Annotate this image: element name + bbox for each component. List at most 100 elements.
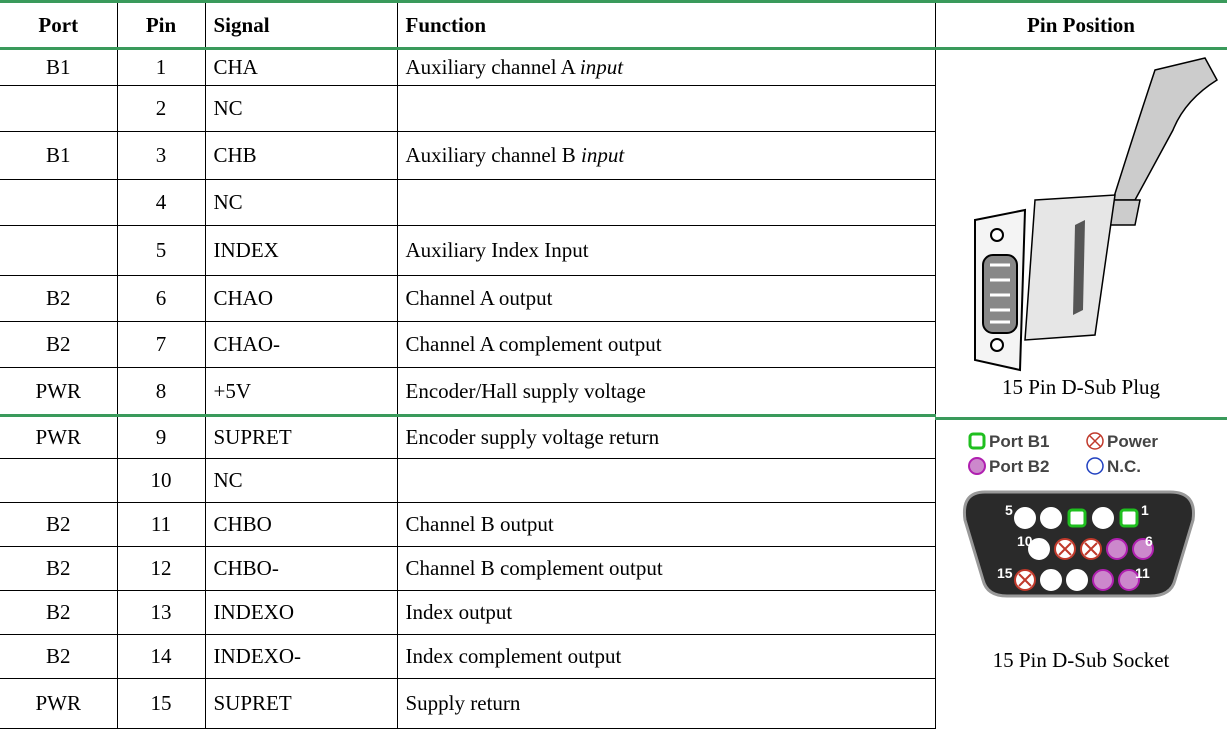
port-cell: B2 [0,275,118,322]
pin-cell: 12 [116,546,206,591]
plug-illustration [974,57,1218,372]
pin-mark [1058,542,1072,556]
signal-cell: INDEXO [204,590,398,635]
pin-cell: 6 [116,275,206,322]
signal-cell: CHB [204,131,398,180]
port-cell: B1 [0,48,118,86]
plug-caption: 15 Pin D-Sub Plug [1001,375,1161,399]
pin-label: 15 [997,565,1013,581]
table-row: 2 NC [0,85,936,132]
table-row: 4 NC [0,179,936,226]
pin-cell: 13 [116,590,206,635]
table-row: PWR 15 SUPRET Supply return [0,678,936,729]
port-cell: PWR [0,367,118,416]
pin [1132,538,1154,560]
signal-cell: INDEXO- [204,634,398,679]
pin [1066,569,1088,591]
function-text: Encoder/Hall supply voltage [405,378,646,403]
pin [1092,569,1114,591]
table-row: B1 3 CHB Auxiliary channel B input [0,131,936,180]
function-cell: Auxiliary channel B input [396,131,936,180]
function-cell: Encoder/Hall supply voltage [396,367,936,416]
legend-label: Power [1107,432,1158,451]
pin [1118,569,1140,591]
pin-cell: 7 [116,321,206,368]
pin-cell: 1 [116,48,206,86]
port-cell [0,179,118,226]
pin [1092,507,1114,529]
table-body: B1 1 CHA Auxiliary channel A input 2 NC B1 3 CHB… [0,48,936,729]
function-cell: Channel B complement output [396,546,936,591]
function-text: Supply return [405,691,521,715]
header-cell: Function [396,0,936,50]
signal-cell: NC [204,458,398,503]
function-cell: Auxiliary Index Input [396,225,936,276]
legend-label: N.C. [1107,457,1141,476]
socket-caption: 15 Pin D-Sub Socket [992,648,1170,672]
port-cell: PWR [0,678,118,729]
pin-mark [1018,573,1032,587]
table-row: B2 14 INDEXO- Index complement output [0,634,936,679]
function-text: Index complement output [405,644,622,668]
pin-label: 11 [1135,565,1150,581]
signal-cell: CHBO [204,502,398,547]
pin-label: 1 [1141,502,1149,518]
pin-label: 6 [1145,533,1153,549]
function-text: Auxiliary Index Input [405,238,589,262]
table-row: PWR 9 SUPRET Encoder supply voltage return [0,414,936,459]
table-row: B2 6 CHAO Channel A output [0,275,936,322]
port-cell: B2 [0,502,118,547]
port-cell: B2 [0,634,118,679]
header-cell: Port [0,0,118,50]
signal-cell: CHAO [204,275,398,322]
function-cell: Channel A complement output [396,321,936,368]
table-row: PWR 8 +5V Encoder/Hall supply voltage [0,367,936,416]
function-text: Auxiliary channel A [405,55,575,79]
function-cell: Auxiliary channel A input [396,48,936,86]
function-cell: Channel B output [396,502,936,547]
port-cell: B2 [0,321,118,368]
pin-cell: 9 [116,414,206,459]
pinout-table: Port Pin Signal Function B1 1 CHA Auxiliary… [0,0,936,729]
function-cell [396,85,936,132]
pin-cell: 4 [116,179,206,226]
pin-cell: 8 [116,367,206,416]
pin-position-column: Pin Position 15 Pin D-Sub Plug Port B1 [935,0,1227,734]
port-cell [0,85,118,132]
signal-cell: NC [204,179,398,226]
pin-cell: 3 [116,131,206,180]
pin-cell: 15 [116,678,206,729]
table-row: 10 NC [0,458,936,503]
pin-label: 5 [1005,502,1013,518]
function-cell [396,179,936,226]
port-cell: B2 [0,546,118,591]
header-cell: Pin [116,0,206,50]
header-row: Port Pin Signal Function [0,0,936,50]
socket-cell: Port B1 Power Port B2 N.C. 5 1 10 6 15 1… [935,420,1227,734]
function-cell: Encoder supply voltage return [396,414,936,459]
function-cell: Index complement output [396,634,936,679]
plug-cell: 15 Pin D-Sub Plug [935,50,1227,420]
port-cell [0,458,118,503]
pin [1067,508,1087,528]
pin [1106,538,1128,560]
table-row: B2 13 INDEXO Index output [0,590,936,635]
pin [1040,507,1062,529]
signal-cell: SUPRET [204,414,398,459]
table-row: B2 12 CHBO- Channel B complement output [0,546,936,591]
table-row: B2 7 CHAO- Channel A complement output [0,321,936,368]
table-row: 5 INDEX Auxiliary Index Input [0,225,936,276]
pin-cell: 2 [116,85,206,132]
pin-label: 10 [1017,533,1033,549]
header-cell: Signal [204,0,398,50]
signal-cell: NC [204,85,398,132]
function-cell [396,458,936,503]
signal-cell: CHAO- [204,321,398,368]
legend-label: Port B2 [989,457,1049,476]
function-text: Channel B output [405,512,554,536]
function-note: input [581,143,625,167]
table-row: B1 1 CHA Auxiliary channel A input [0,48,936,86]
socket-illustration: Port B1 Power Port B2 N.C. 5 1 10 6 15 1… [962,432,1196,598]
function-text: Channel A complement output [405,332,662,356]
